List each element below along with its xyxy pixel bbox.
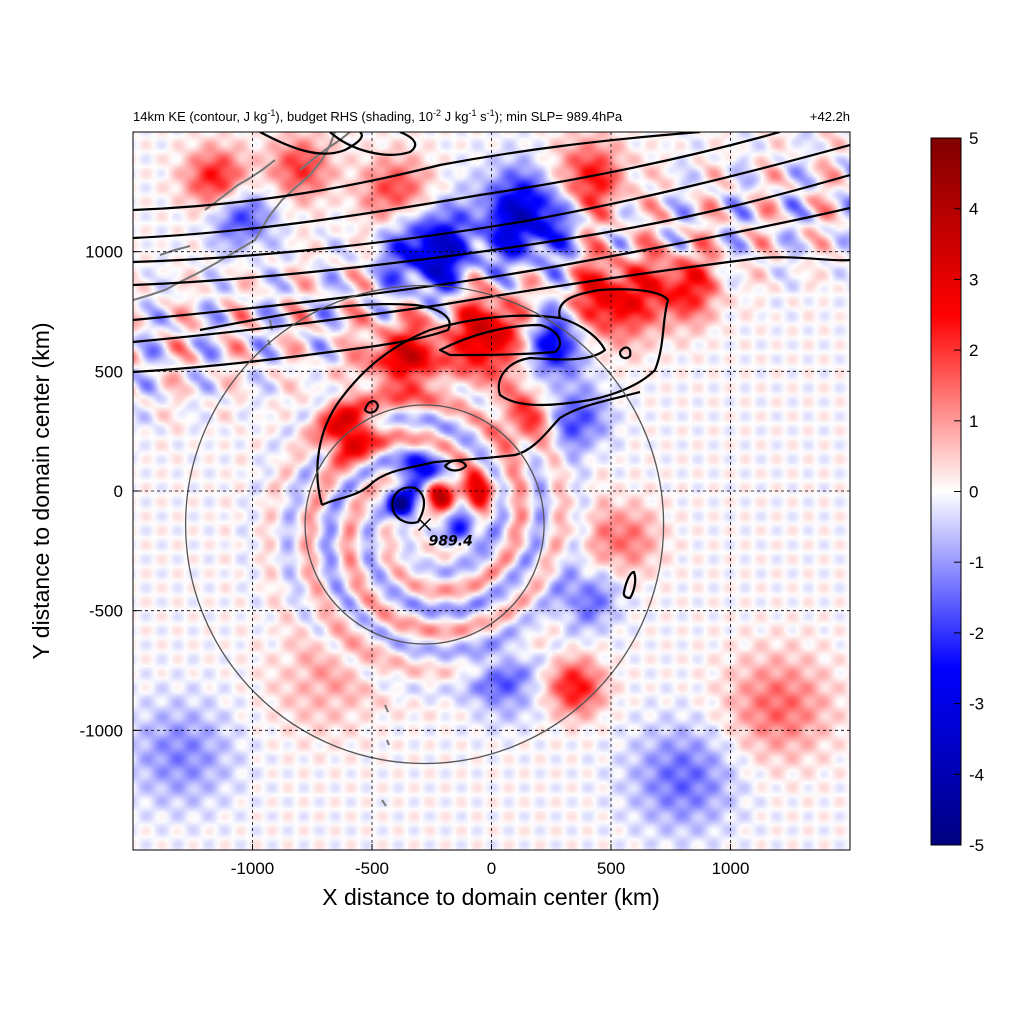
y-tick-label: 1000	[85, 243, 123, 262]
colorbar-tick-label: 4	[969, 200, 978, 219]
x-tick-label: -1000	[231, 859, 274, 878]
y-tick-label: -500	[89, 602, 123, 621]
ke-contour-line	[363, 400, 380, 414]
ke-contour-line	[618, 346, 632, 360]
ke-contours	[133, 132, 850, 600]
ke-contour-line	[259, 132, 363, 155]
ke-contour-line	[329, 132, 417, 156]
ke-contour-line	[133, 173, 850, 287]
colorbar-tick-label: 3	[969, 270, 978, 289]
range-circle-500km	[304, 404, 545, 645]
ke-contour-line	[316, 288, 670, 506]
colorbar-tick-label: -5	[969, 836, 984, 855]
colorbar-tick-label: -3	[969, 695, 984, 714]
coastline	[133, 132, 390, 807]
storm-center-marker	[418, 517, 432, 532]
ke-contour-line	[438, 323, 562, 357]
ke-contour-line	[133, 132, 781, 240]
colorbar-ticks: -5 -4 -3 -2 -1 0 1 2 3 4 5	[954, 129, 984, 855]
colorbar-tick-label: -2	[969, 624, 984, 643]
colorbar-tick-label: -4	[969, 765, 984, 784]
ke-contour-line	[133, 302, 451, 374]
y-tick-label: -1000	[80, 721, 123, 740]
y-axis-title: Y distance to domain center (km)	[28, 322, 54, 659]
x-tick-label: -500	[355, 859, 389, 878]
storm-center-cross-stroke	[418, 517, 432, 532]
ke-contour-line	[443, 459, 468, 472]
chart-title: 14km KE (contour, J kg-1), budget RHS (s…	[133, 108, 623, 124]
ke-contour-line	[133, 206, 850, 322]
range-circle-1000km	[184, 284, 665, 765]
ke-contour-line	[391, 486, 426, 524]
colorbar-tick-label: 1	[969, 412, 978, 431]
colorbar-tick-label: 0	[969, 483, 978, 502]
y-tick-label: 500	[95, 362, 123, 381]
x-axis-title: X distance to domain center (km)	[322, 884, 659, 910]
min-slp-label: 989.4	[429, 534, 473, 550]
y-tick-label: 0	[114, 482, 123, 501]
ke-contour-line	[622, 570, 637, 600]
colorbar-tick-label: -1	[969, 553, 984, 572]
x-tick-label: 0	[487, 859, 496, 878]
colorbar-tick-label: 5	[969, 129, 978, 148]
plot-area: 989.4	[133, 132, 850, 850]
ke-contour-line	[321, 390, 641, 506]
x-axis: -1000 -500 0 500 1000	[231, 844, 750, 878]
ke-contour-line	[133, 132, 701, 212]
forecast-time-label: +42.2h	[810, 109, 850, 124]
ke-contour-line	[133, 143, 850, 264]
x-tick-label: 1000	[712, 859, 750, 878]
colorbar-tick-label: 2	[969, 341, 978, 360]
budget-rhs-shading	[133, 132, 850, 850]
ke-contour-line	[133, 256, 850, 344]
x-tick-label: 500	[597, 859, 625, 878]
y-axis: -1000 -500 0 500 1000	[80, 243, 139, 740]
